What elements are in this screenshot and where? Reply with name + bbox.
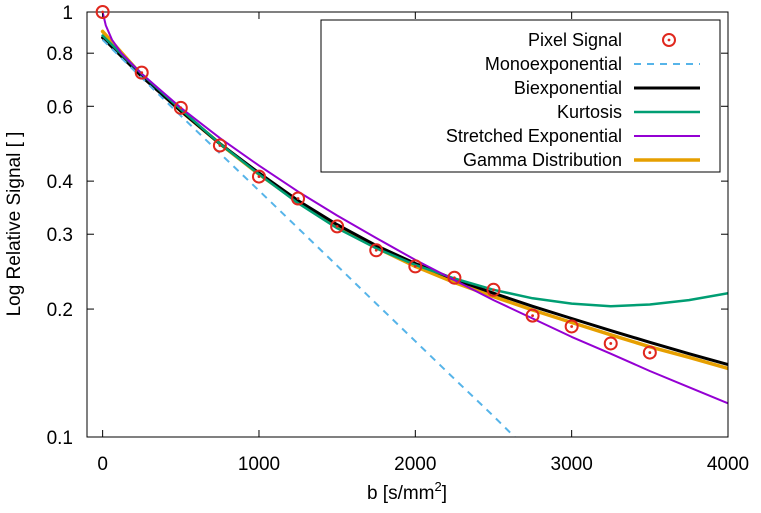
- data-point-center: [648, 351, 652, 354]
- y-tick-label: 0.6: [47, 97, 73, 118]
- data-point: [486, 282, 501, 297]
- y-tick-label: 0.8: [47, 44, 73, 65]
- legend-entries: Pixel Signal Monoexponential Biexponential…: [446, 30, 700, 170]
- x-tick-label: 0: [97, 454, 108, 475]
- y-axis: 0.1 0.2 0.3 0.4 0.6 0.8 1: [47, 3, 728, 449]
- data-point-center: [609, 342, 613, 345]
- data-point: [134, 65, 149, 80]
- y-tick-label: 0.2: [47, 300, 73, 321]
- x-tick-label: 3000: [551, 454, 593, 475]
- data-point-center: [257, 175, 261, 178]
- data-point: [525, 308, 540, 323]
- x-tick-label: 4000: [707, 454, 749, 475]
- data-point-center: [453, 276, 456, 280]
- y-tick-label: 0.4: [47, 172, 74, 193]
- data-point-center: [179, 106, 183, 110]
- x-tick-label: 2000: [394, 454, 436, 475]
- legend-marker-pixel-signal: [662, 33, 676, 47]
- data-point-center: [374, 248, 378, 252]
- legend-label-pixel-signal: Pixel Signal: [528, 30, 622, 50]
- data-point: [408, 259, 423, 274]
- x-axis-label-main: b [s/mm: [367, 483, 435, 504]
- data-point: [173, 100, 188, 115]
- data-point-center: [335, 224, 339, 228]
- x-axis-label-superscript: 2: [435, 479, 442, 494]
- data-point-center: [101, 10, 105, 14]
- data-point: [291, 191, 306, 206]
- data-point: [95, 5, 110, 19]
- data-point: [369, 243, 384, 258]
- data-point: [642, 345, 657, 360]
- x-axis: 0 1000 2000 3000 4000: [97, 12, 749, 475]
- x-tick-label: 1000: [238, 454, 280, 475]
- y-tick-label: 0.3: [47, 225, 73, 246]
- data-point: [447, 270, 462, 285]
- y-tick-label: 0.1: [47, 428, 73, 449]
- plot-frame: [86, 11, 729, 438]
- data-point: [330, 219, 345, 234]
- legend-box: [320, 19, 721, 173]
- data-point: [603, 336, 618, 351]
- data-point-center: [570, 325, 574, 328]
- x-axis-label-end: ]: [442, 483, 447, 504]
- series-line-kurtosis: [101, 34, 728, 308]
- data-point: [212, 138, 227, 153]
- data-point-center: [413, 265, 417, 268]
- legend: Pixel Signal Monoexponential Biexponential…: [320, 19, 721, 173]
- data-point-center: [140, 71, 144, 75]
- legend-label-gamma-distribution: Gamma Distribution: [463, 150, 622, 170]
- y-axis-label: Log Relative Signal [ ]: [4, 132, 25, 317]
- legend-marker-center: [667, 38, 671, 42]
- legend-label-stretched-exponential: Stretched Exponential: [446, 126, 622, 146]
- data-point: [564, 319, 579, 334]
- data-point-center: [296, 197, 300, 200]
- data-point-center: [218, 144, 222, 147]
- x-axis-label: b [s/mm2]: [367, 479, 447, 504]
- data-point-center: [531, 314, 534, 318]
- series-line-stretched-exponential: [101, 12, 728, 405]
- legend-label-kurtosis: Kurtosis: [557, 102, 622, 122]
- series-line-monoexponential: [101, 39, 517, 437]
- data-point-center: [492, 288, 495, 292]
- data-point: [251, 169, 266, 184]
- legend-label-monoexponential: Monoexponential: [485, 54, 622, 74]
- legend-label-biexponential: Biexponential: [514, 78, 622, 98]
- y-tick-label: 1: [62, 3, 73, 24]
